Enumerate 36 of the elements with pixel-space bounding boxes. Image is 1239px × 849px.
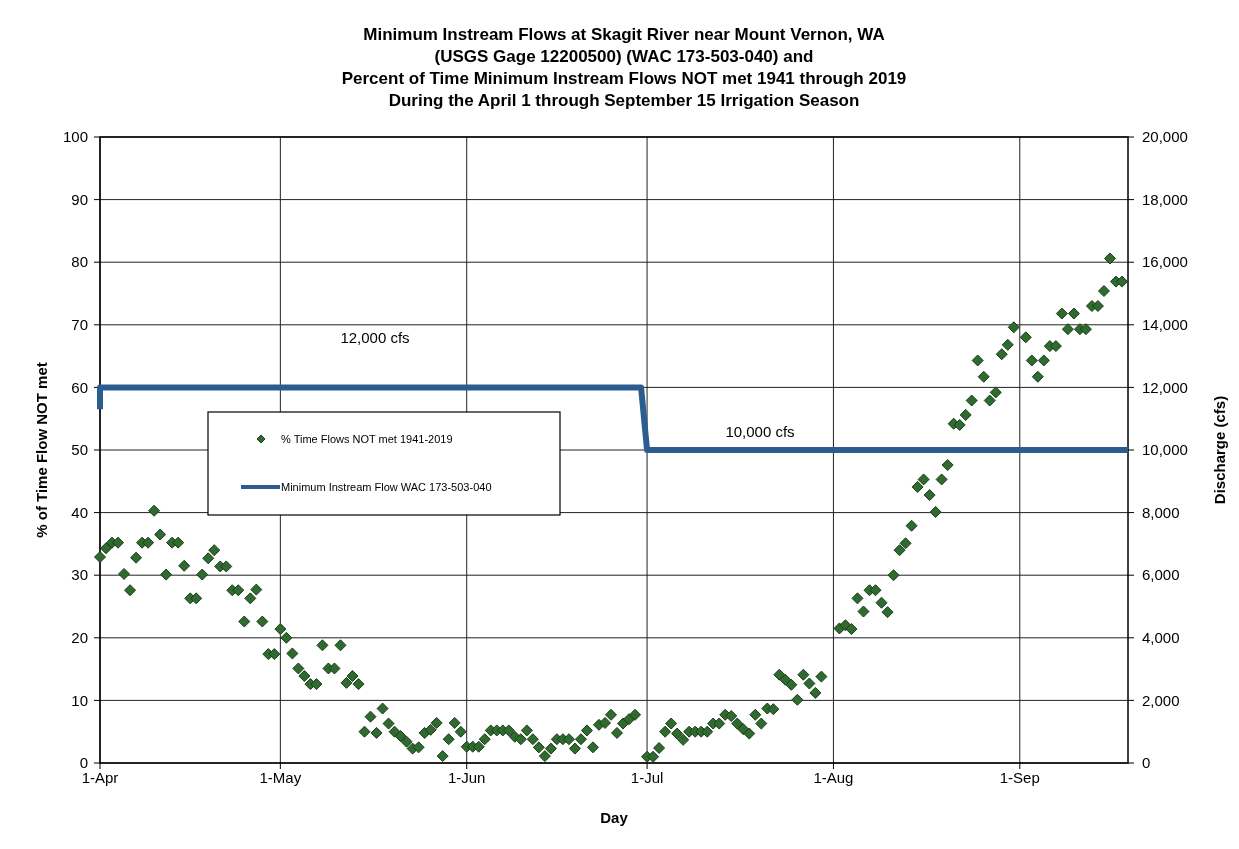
- y-axis-title: % of Time Flow NOT met: [33, 362, 50, 538]
- chart-title: Minimum Instream Flows at Skagit River near Mount Vernon, WA (USGS Gage 12200500) (WAC 173-503-040) and Percent of Time Minimum Instream Flows NOT met 1941 through 2019 During the April 1 through September 15 Irrigation Season: [341, 25, 907, 110]
- y-tick-label: 90: [71, 190, 88, 208]
- legend-label: % Time Flows NOT met 1941-2019: [281, 432, 453, 445]
- y-tick-label: 30: [71, 566, 88, 584]
- x-tick-label: 1-Apr: [81, 769, 119, 786]
- annotation: 12,000 cfs: [340, 329, 410, 346]
- y-tick-label: 0: [79, 754, 88, 772]
- y2-tick-label: 18,000: [1142, 190, 1188, 208]
- y2-tick-label: 10,000: [1142, 441, 1188, 459]
- x-tick-label: 1-Aug: [813, 769, 854, 786]
- x-tick-label: 1-Jun: [447, 769, 486, 786]
- legend-label: Minimum Instream Flow WAC 173-503-040: [281, 480, 492, 493]
- y2-axis-title: Discharge (cfs): [1211, 395, 1228, 505]
- y-tick-label: 100: [62, 128, 88, 146]
- y2-tick-label: 14,000: [1142, 316, 1188, 334]
- y-tick-label: 80: [71, 253, 88, 271]
- y2-tick-label: 8,000: [1142, 503, 1180, 521]
- y-tick-label: 70: [71, 316, 88, 334]
- y-tick-label: 50: [71, 441, 88, 459]
- y-tick-label: 20: [71, 629, 88, 647]
- y2-tick-label: 2,000: [1142, 691, 1180, 709]
- y-tick-label: 60: [71, 378, 88, 396]
- y2-tick-label: 12,000: [1142, 378, 1188, 396]
- y-tick-label: 40: [71, 503, 88, 521]
- y2-tick-label: 16,000: [1142, 253, 1188, 271]
- annotation: 10,000 cfs: [725, 423, 795, 440]
- x-axis-title: Day: [600, 809, 629, 826]
- y2-tick-label: 4,000: [1142, 629, 1180, 647]
- y2-tick-label: 6,000: [1142, 566, 1180, 584]
- x-tick-label: 1-Jul: [630, 769, 664, 786]
- x-tick-label: 1-Sep: [999, 769, 1040, 786]
- y-tick-label: 10: [71, 691, 88, 709]
- y2-tick-label: 20,000: [1142, 128, 1188, 146]
- x-tick-label: 1-May: [259, 769, 302, 786]
- y2-tick-label: 0: [1142, 754, 1151, 772]
